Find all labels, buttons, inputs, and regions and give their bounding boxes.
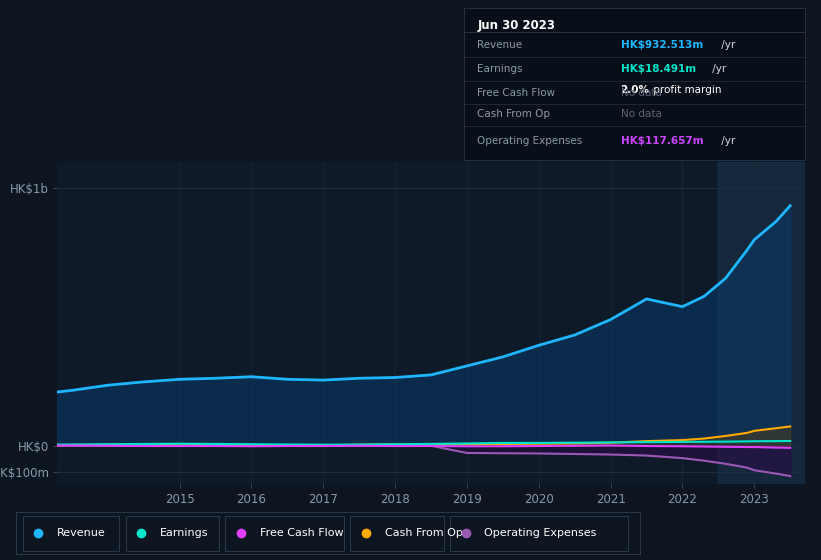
Text: HK$932.513m: HK$932.513m	[621, 40, 703, 50]
Text: Earnings: Earnings	[160, 529, 209, 538]
Text: No data: No data	[621, 109, 662, 119]
Text: No data: No data	[621, 88, 662, 98]
Text: profit margin: profit margin	[649, 85, 721, 95]
Bar	[126, 516, 219, 551]
Bar	[226, 516, 344, 551]
Text: 2.0%: 2.0%	[621, 85, 649, 95]
Text: /yr: /yr	[709, 64, 727, 74]
Text: Revenue: Revenue	[57, 529, 106, 538]
Text: Operating Expenses: Operating Expenses	[484, 529, 597, 538]
Text: Revenue: Revenue	[478, 40, 523, 50]
Text: Cash From Op: Cash From Op	[384, 529, 462, 538]
Text: Operating Expenses: Operating Expenses	[478, 137, 583, 147]
Bar	[351, 516, 444, 551]
Text: HK$18.491m: HK$18.491m	[621, 64, 695, 74]
Text: /yr: /yr	[718, 137, 736, 147]
Bar	[718, 162, 805, 484]
Bar	[450, 516, 628, 551]
Text: Jun 30 2023: Jun 30 2023	[478, 19, 556, 32]
Text: Free Cash Flow: Free Cash Flow	[478, 88, 556, 98]
Text: /yr: /yr	[718, 40, 736, 50]
Text: Cash From Op: Cash From Op	[478, 109, 551, 119]
Text: Earnings: Earnings	[478, 64, 523, 74]
Text: Free Cash Flow: Free Cash Flow	[259, 529, 343, 538]
Text: HK$117.657m: HK$117.657m	[621, 137, 704, 147]
Bar	[23, 516, 119, 551]
